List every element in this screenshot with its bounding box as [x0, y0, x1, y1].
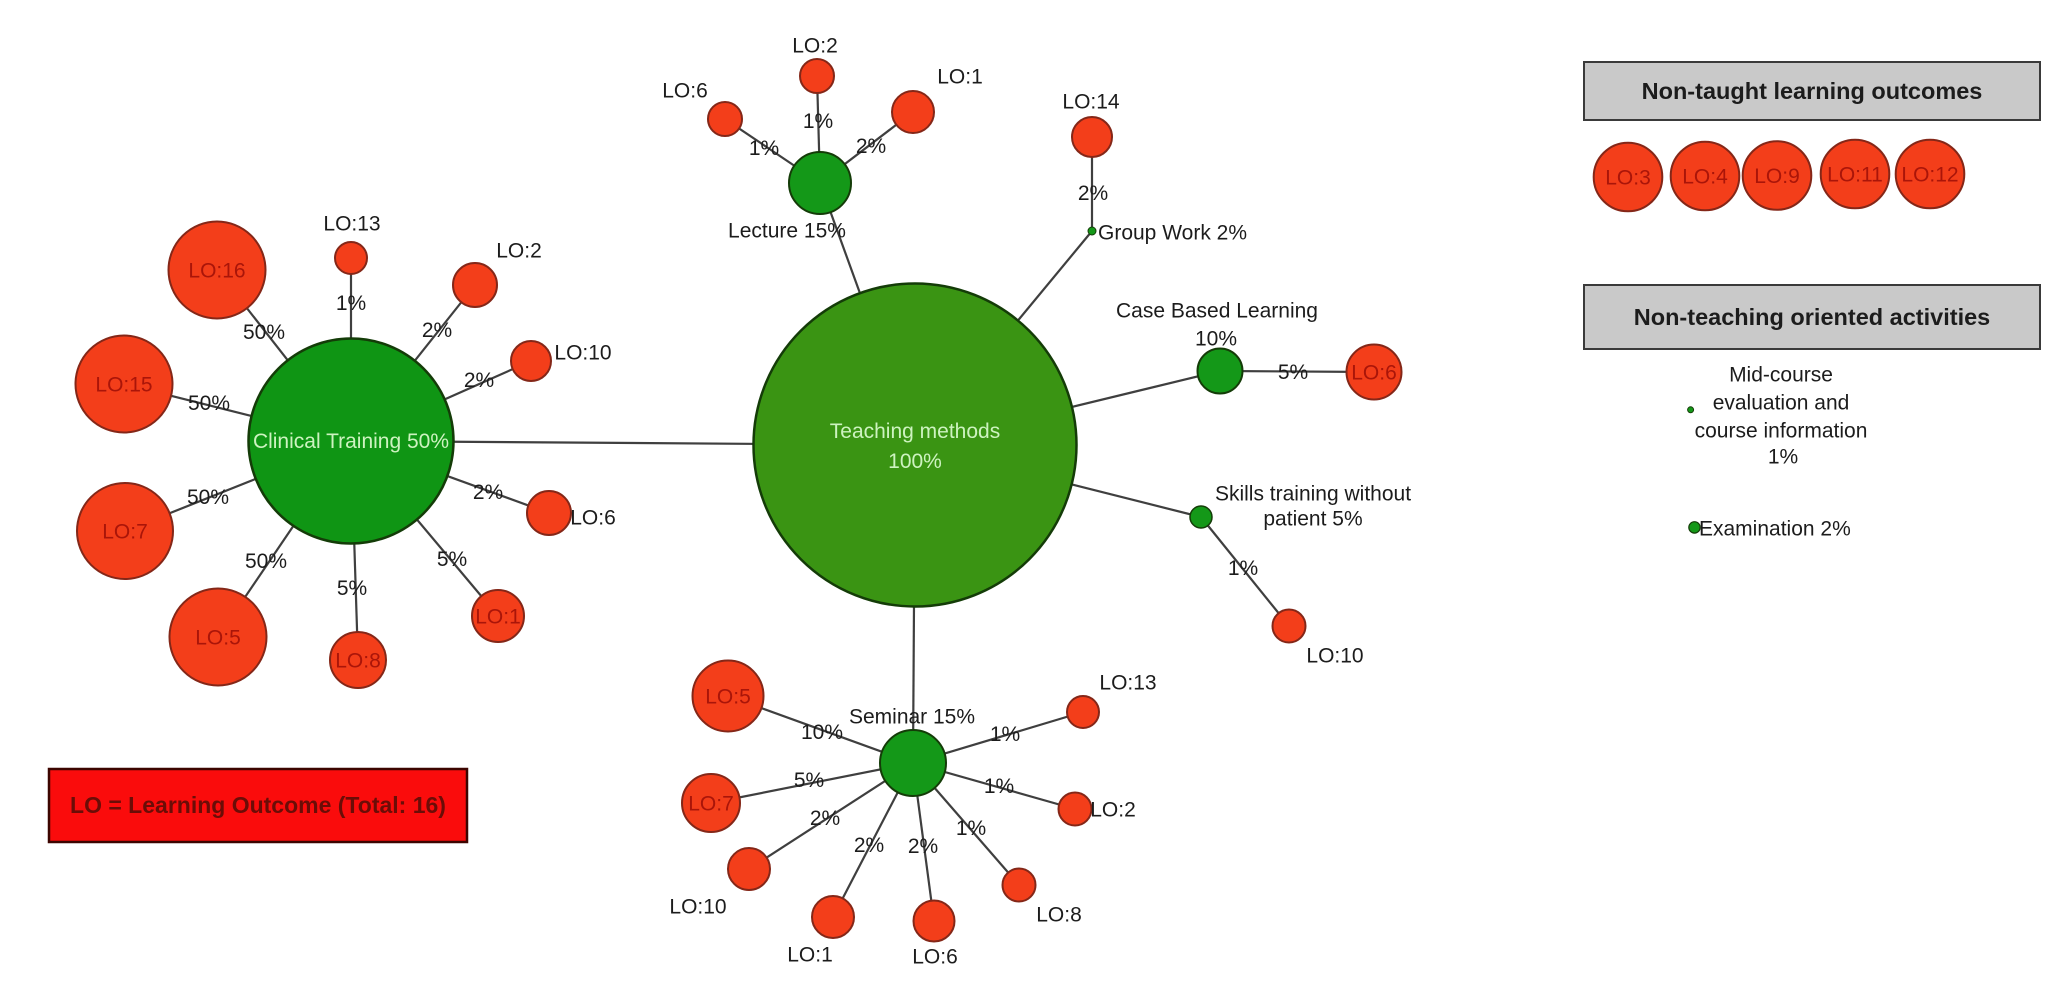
svg-text:Mid-course: Mid-course — [1729, 364, 1833, 387]
svg-text:LO:13: LO:13 — [323, 213, 380, 236]
svg-text:course information: course information — [1695, 420, 1868, 443]
svg-text:2%: 2% — [422, 319, 452, 342]
svg-text:LO:14: LO:14 — [1062, 91, 1120, 114]
svg-text:50%: 50% — [188, 392, 230, 415]
svg-text:LO:11: LO:11 — [1827, 164, 1883, 187]
svg-text:1%: 1% — [956, 817, 986, 840]
svg-text:Skills training without: Skills training without — [1215, 483, 1411, 506]
svg-text:Non-taught learning outcomes: Non-taught learning outcomes — [1642, 78, 1983, 104]
svg-text:2%: 2% — [1078, 182, 1108, 205]
svg-text:5%: 5% — [794, 769, 824, 792]
svg-text:LO:5: LO:5 — [195, 627, 241, 650]
svg-text:LO:8: LO:8 — [335, 650, 381, 673]
svg-text:50%: 50% — [187, 486, 229, 509]
svg-text:50%: 50% — [243, 321, 285, 344]
svg-text:LO:10: LO:10 — [1306, 645, 1363, 668]
svg-text:Teaching methods: Teaching methods — [830, 420, 1000, 443]
svg-text:LO:2: LO:2 — [792, 35, 838, 58]
svg-text:LO:7: LO:7 — [102, 521, 148, 544]
svg-text:5%: 5% — [337, 577, 367, 600]
svg-text:5%: 5% — [437, 548, 467, 571]
svg-text:LO:13: LO:13 — [1099, 672, 1156, 695]
svg-text:LO = Learning Outcome (Total:: LO = Learning Outcome (Total: 16) — [70, 792, 446, 818]
svg-text:LO:4: LO:4 — [1682, 166, 1728, 189]
svg-text:LO:2: LO:2 — [496, 240, 542, 263]
svg-text:LO:10: LO:10 — [669, 896, 726, 919]
svg-text:Examination 2%: Examination 2% — [1699, 518, 1851, 541]
svg-text:Group Work 2%: Group Work 2% — [1098, 222, 1247, 245]
svg-text:evaluation and: evaluation and — [1713, 392, 1850, 415]
svg-text:LO:9: LO:9 — [1754, 165, 1800, 188]
svg-text:1%: 1% — [1768, 446, 1798, 469]
svg-text:LO:15: LO:15 — [95, 374, 152, 397]
svg-text:LO:16: LO:16 — [188, 260, 245, 283]
svg-text:LO:6: LO:6 — [662, 80, 708, 103]
svg-text:1%: 1% — [1228, 557, 1258, 580]
svg-text:2%: 2% — [908, 835, 938, 858]
svg-text:LO:7: LO:7 — [688, 793, 734, 816]
svg-text:10%: 10% — [801, 721, 843, 744]
svg-text:LO:6: LO:6 — [1351, 362, 1397, 385]
svg-text:10%: 10% — [1195, 328, 1237, 351]
svg-text:LO:8: LO:8 — [1036, 904, 1082, 927]
svg-text:1%: 1% — [749, 137, 779, 160]
svg-text:50%: 50% — [245, 550, 287, 573]
svg-text:Case Based Learning: Case Based Learning — [1116, 300, 1318, 323]
svg-text:patient 5%: patient 5% — [1263, 508, 1362, 531]
svg-text:100%: 100% — [888, 450, 942, 473]
svg-text:LO:12: LO:12 — [1901, 164, 1958, 187]
svg-text:5%: 5% — [1278, 361, 1308, 384]
svg-text:LO:1: LO:1 — [937, 66, 983, 89]
svg-text:LO:6: LO:6 — [570, 507, 616, 530]
svg-text:2%: 2% — [854, 834, 884, 857]
svg-text:1%: 1% — [803, 110, 833, 133]
svg-text:LO:3: LO:3 — [1605, 167, 1651, 190]
svg-text:2%: 2% — [473, 481, 503, 504]
svg-text:2%: 2% — [464, 369, 494, 392]
svg-text:LO:10: LO:10 — [554, 342, 611, 365]
svg-text:LO:1: LO:1 — [787, 944, 833, 967]
svg-text:Non-teaching oriented activiti: Non-teaching oriented activities — [1634, 304, 1990, 330]
svg-text:Seminar 15%: Seminar 15% — [849, 706, 975, 729]
svg-text:1%: 1% — [990, 723, 1020, 746]
svg-text:1%: 1% — [984, 775, 1014, 798]
svg-text:LO:6: LO:6 — [912, 946, 958, 969]
svg-text:2%: 2% — [856, 135, 886, 158]
svg-text:LO:2: LO:2 — [1090, 799, 1136, 822]
svg-text:Lecture 15%: Lecture 15% — [728, 220, 846, 243]
svg-text:LO:1: LO:1 — [475, 606, 521, 629]
svg-text:LO:5: LO:5 — [705, 686, 751, 709]
svg-text:Clinical Training 50%: Clinical Training 50% — [253, 430, 449, 453]
svg-text:2%: 2% — [810, 807, 840, 830]
svg-text:1%: 1% — [336, 292, 366, 315]
